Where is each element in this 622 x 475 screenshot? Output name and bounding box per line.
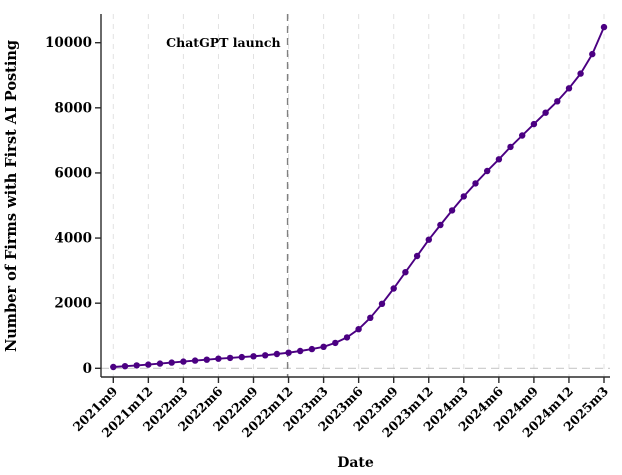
data-point xyxy=(472,180,479,187)
data-point xyxy=(285,349,292,356)
data-point xyxy=(168,359,175,366)
data-point xyxy=(203,356,210,363)
data-point xyxy=(589,50,596,58)
data-point xyxy=(226,354,234,362)
data-point xyxy=(367,314,374,321)
data-point xyxy=(262,352,269,359)
data-point xyxy=(297,347,304,355)
y-tick-label: 2000 xyxy=(54,296,92,312)
data-point xyxy=(250,353,257,360)
data-point xyxy=(600,23,608,31)
y-tick-label: 10000 xyxy=(45,35,92,51)
data-point xyxy=(308,345,316,353)
data-point xyxy=(495,156,503,163)
y-axis-ticks: 0 2000 4000 6000 8000 10000 xyxy=(45,35,101,377)
data-point xyxy=(425,236,432,243)
data-point xyxy=(577,70,584,77)
x-axis-ticks: 2021m92021m122022m32022m62022m92022m1220… xyxy=(70,377,611,440)
y-tick-label: 6000 xyxy=(54,165,92,181)
data-point xyxy=(378,300,386,307)
data-point xyxy=(554,98,561,105)
data-point xyxy=(542,109,549,116)
data-point xyxy=(519,132,526,139)
data-point xyxy=(343,334,351,341)
x-axis-title: Date xyxy=(337,455,374,471)
data-point xyxy=(460,193,467,200)
y-tick-label: 0 xyxy=(83,361,92,377)
data-point xyxy=(133,362,140,369)
data-point xyxy=(484,167,491,175)
gridlines xyxy=(112,14,605,377)
data-point xyxy=(156,360,164,367)
data-markers xyxy=(110,23,608,371)
data-point xyxy=(238,353,245,361)
chatgpt-launch-label: ChatGPT launch xyxy=(166,35,280,50)
data-point xyxy=(355,326,362,333)
data-point xyxy=(530,120,538,128)
data-point xyxy=(110,363,117,371)
data-point xyxy=(145,361,152,368)
data-point xyxy=(437,221,444,229)
data-point xyxy=(565,85,573,92)
data-point xyxy=(273,350,281,358)
data-point xyxy=(507,143,514,151)
data-point xyxy=(180,358,187,365)
data-point xyxy=(320,343,327,350)
y-axis-title: Number of Firms with First AI Posting xyxy=(3,40,20,352)
data-point xyxy=(413,252,421,260)
data-point xyxy=(332,339,339,347)
data-point xyxy=(448,207,456,214)
y-tick-label: 4000 xyxy=(54,231,92,247)
data-point xyxy=(121,363,129,370)
y-tick-label: 8000 xyxy=(54,100,92,116)
data-point xyxy=(191,357,199,364)
data-point xyxy=(215,355,222,362)
data-point xyxy=(390,285,397,292)
data-point xyxy=(402,269,409,276)
